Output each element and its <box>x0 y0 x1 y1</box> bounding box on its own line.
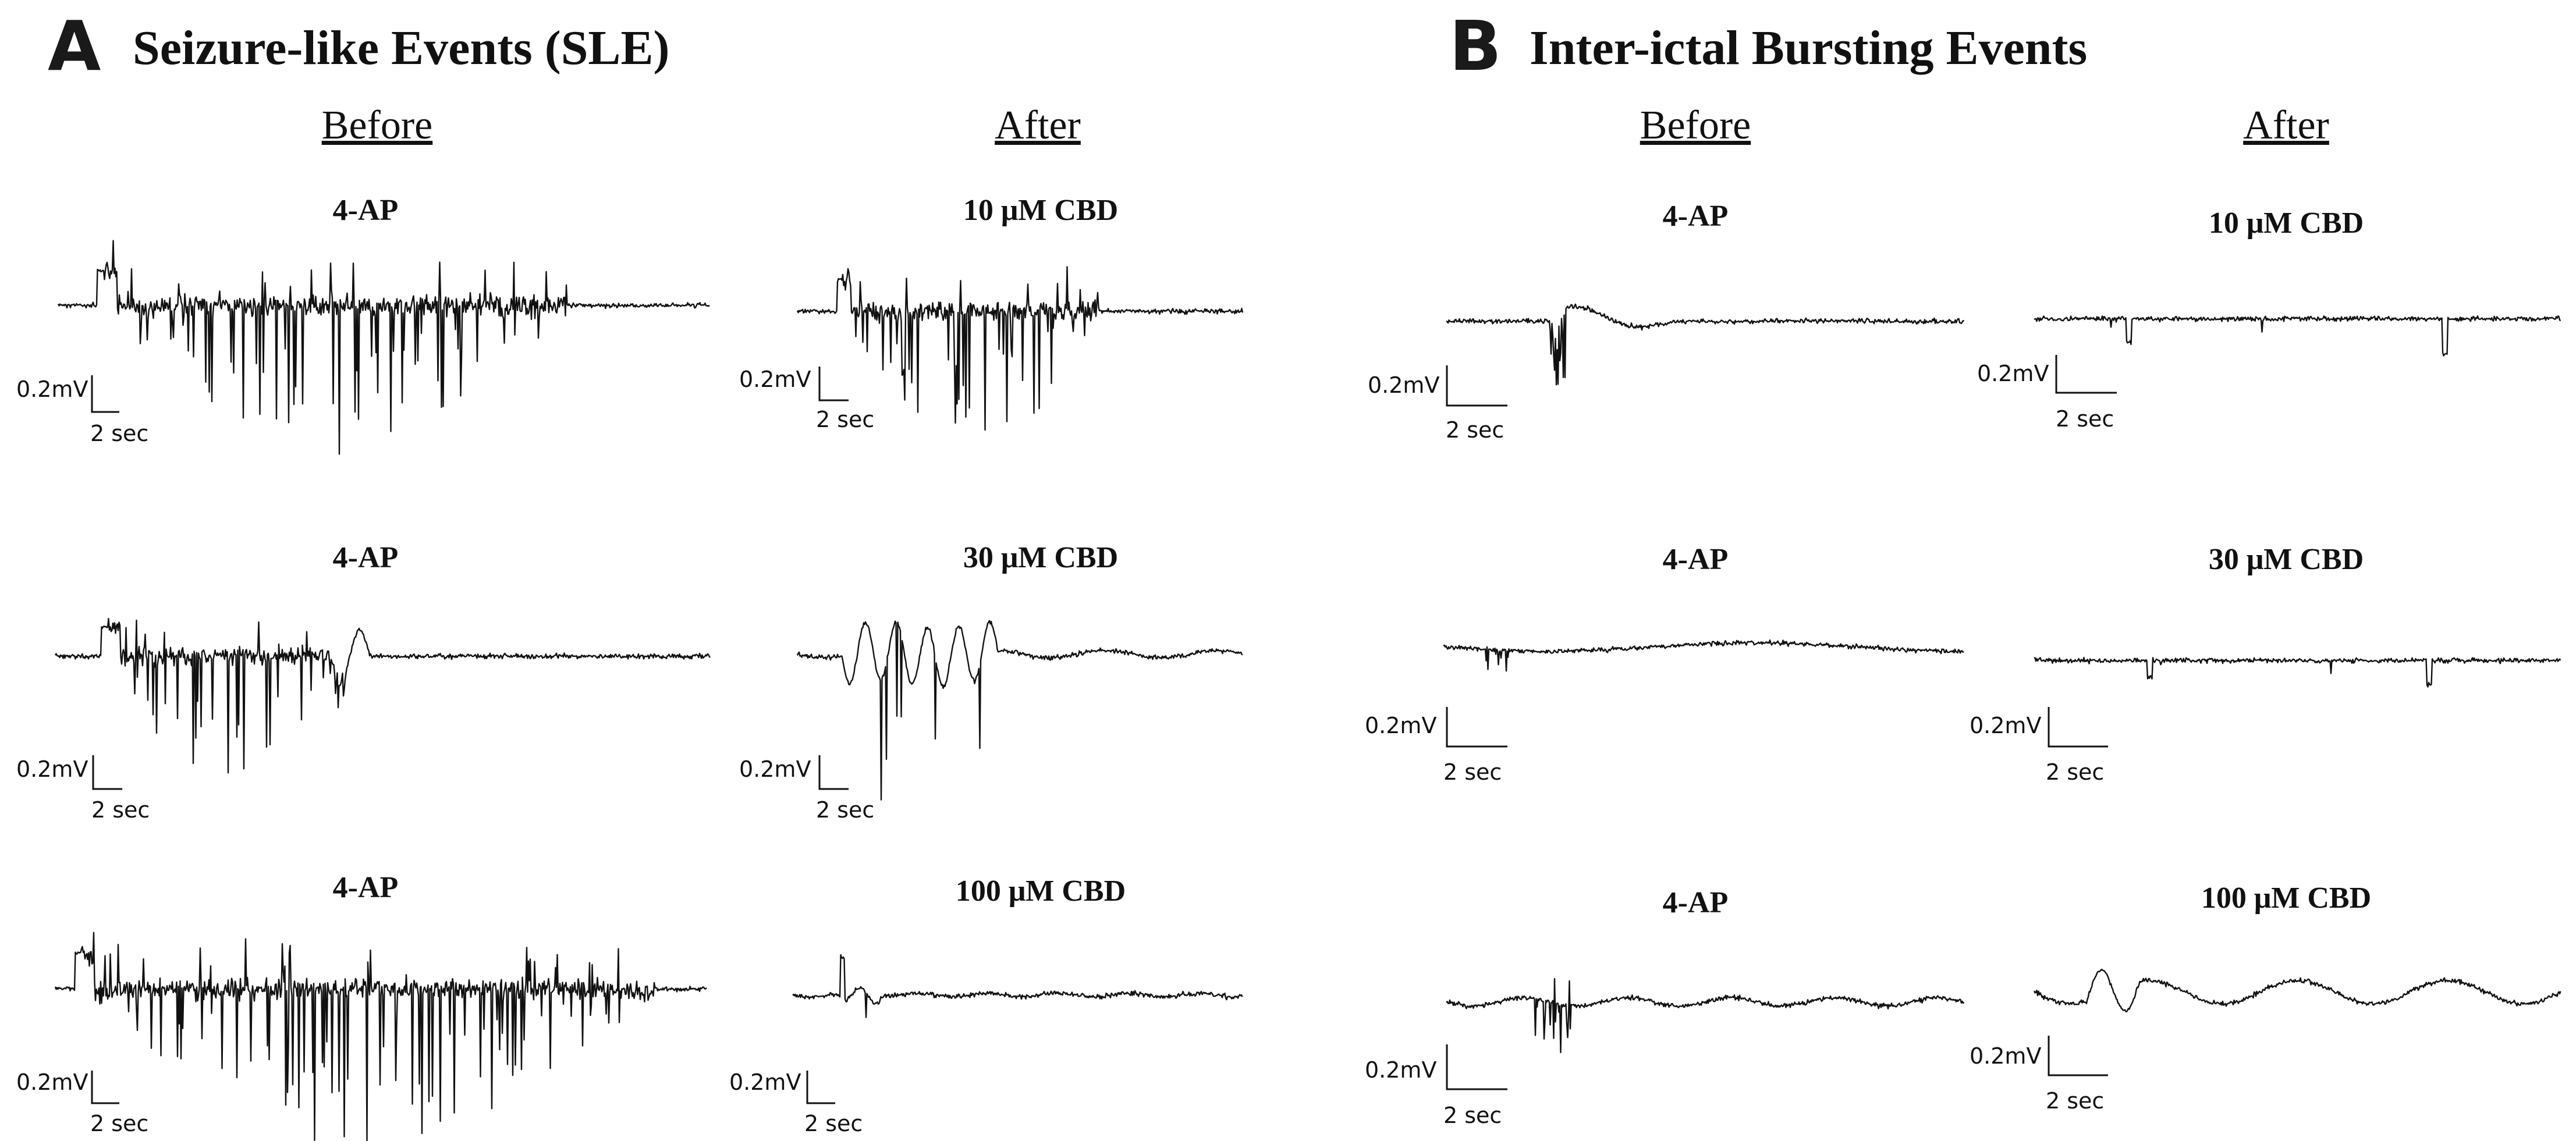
a-r3-after-condition: 100 μM CBD <box>956 875 1126 908</box>
b-r1-after-scale: 0.2mV 2 sec <box>1977 355 2117 432</box>
a-r3-after-trace <box>792 954 1243 1018</box>
b-r3-after-scale: 0.2mV 2 sec <box>1970 1036 2108 1114</box>
panel-a-before-header: Before <box>322 103 432 148</box>
a-r3-before-trace <box>54 932 707 1141</box>
panel-a-letter: A <box>48 6 101 86</box>
b-r1-before-scale-voltage: 0.2mV <box>1368 372 1439 398</box>
a-r3-before-scale-time: 2 sec <box>90 1111 148 1136</box>
b-r1-before-scale: 0.2mV 2 sec <box>1368 365 1507 443</box>
b-r2-after-trace <box>2034 656 2561 688</box>
b-r3-after-scale-time: 2 sec <box>2046 1088 2104 1114</box>
trace-line <box>54 932 707 1141</box>
a-r2-before-scale-voltage: 0.2mV <box>16 756 88 782</box>
trace-line <box>792 954 1243 1018</box>
b-r2-before-condition: 4-AP <box>1663 543 1729 576</box>
trace-line <box>1443 639 1964 672</box>
a-r1-before-condition: 4-AP <box>333 194 399 227</box>
b-r1-after-condition: 10 μM CBD <box>2209 207 2364 240</box>
b-r2-before-scale-time: 2 sec <box>1443 759 1502 785</box>
a-r1-before-scale-time: 2 sec <box>90 421 148 446</box>
a-r3-after-scale: 0.2mV 2 sec <box>729 1069 863 1136</box>
trace-line <box>54 617 711 774</box>
b-r2-after-scale-voltage: 0.2mV <box>1970 713 2041 738</box>
a-r3-before-scale-voltage: 0.2mV <box>16 1069 88 1095</box>
trace-line <box>1446 978 1965 1054</box>
a-r3-before-scale: 0.2mV 2 sec <box>16 1069 148 1136</box>
b-r2-after-scale: 0.2mV 2 sec <box>1970 707 2108 785</box>
panel-b-title: Inter-ictal Bursting Events <box>1530 21 2087 75</box>
b-r2-before-scale: 0.2mV 2 sec <box>1365 707 1507 785</box>
trace-line <box>2034 656 2561 688</box>
trace-line <box>1446 303 1965 386</box>
a-r3-after-scale-time: 2 sec <box>804 1111 863 1136</box>
a-r1-after-trace <box>796 266 1244 431</box>
a-r3-before-condition: 4-AP <box>333 871 399 904</box>
b-r1-after-scale-time: 2 sec <box>2056 406 2114 432</box>
a-r2-before-scale: 0.2mV 2 sec <box>16 755 150 823</box>
panel-a-title: Seizure-like Events (SLE) <box>133 21 669 75</box>
a-r2-after-scale-time: 2 sec <box>816 797 874 823</box>
b-r3-before-condition: 4-AP <box>1663 886 1729 919</box>
a-r2-after-scale-voltage: 0.2mV <box>739 756 811 782</box>
a-r2-before-condition: 4-AP <box>333 541 399 574</box>
a-r1-before-scale: 0.2mV 2 sec <box>16 375 148 446</box>
a-r2-before-trace <box>54 617 711 774</box>
b-r3-before-scale-voltage: 0.2mV <box>1365 1057 1436 1083</box>
panel-b-after-header: After <box>2243 103 2329 148</box>
b-r3-after-condition: 100 μM CBD <box>2201 881 2371 915</box>
trace-line <box>2033 968 2561 1012</box>
b-r2-before-trace <box>1443 639 1964 672</box>
b-r1-before-scale-time: 2 sec <box>1446 417 1504 443</box>
b-r1-before-condition: 4-AP <box>1663 200 1729 233</box>
a-r2-after-condition: 30 μM CBD <box>963 541 1118 574</box>
b-r1-after-trace <box>2034 315 2561 357</box>
b-r2-after-scale-time: 2 sec <box>2046 759 2104 785</box>
panel-b-before-header: Before <box>1640 103 1751 148</box>
trace-line <box>796 620 1243 801</box>
b-r1-before-trace <box>1446 303 1965 386</box>
trace-line <box>796 266 1244 431</box>
a-r1-after-scale-time: 2 sec <box>816 407 874 432</box>
b-r2-before-scale-voltage: 0.2mV <box>1365 713 1436 738</box>
panel-b-letter: B <box>1449 6 1502 86</box>
a-r1-after-condition: 10 μM CBD <box>963 194 1118 227</box>
b-r3-before-trace <box>1446 978 1965 1054</box>
b-r3-before-scale: 0.2mV 2 sec <box>1365 1044 1507 1128</box>
b-r3-after-trace <box>2033 968 2561 1012</box>
a-r1-after-scale: 0.2mV 2 sec <box>739 367 874 432</box>
a-r1-after-scale-voltage: 0.2mV <box>739 367 811 392</box>
trace-line <box>57 240 710 455</box>
panel-a-after-header: After <box>995 103 1081 148</box>
a-r2-after-trace <box>796 620 1243 801</box>
a-r3-after-scale-voltage: 0.2mV <box>729 1069 801 1095</box>
b-r3-before-scale-time: 2 sec <box>1443 1103 1502 1128</box>
a-r1-before-scale-voltage: 0.2mV <box>16 376 88 402</box>
a-r1-before-trace <box>57 240 710 455</box>
b-r2-after-condition: 30 μM CBD <box>2209 543 2364 576</box>
b-r3-after-scale-voltage: 0.2mV <box>1970 1043 2041 1069</box>
b-r1-after-scale-voltage: 0.2mV <box>1977 361 2049 386</box>
a-r2-before-scale-time: 2 sec <box>91 797 150 823</box>
a-r2-after-scale: 0.2mV 2 sec <box>739 755 874 823</box>
trace-line <box>2034 315 2561 357</box>
